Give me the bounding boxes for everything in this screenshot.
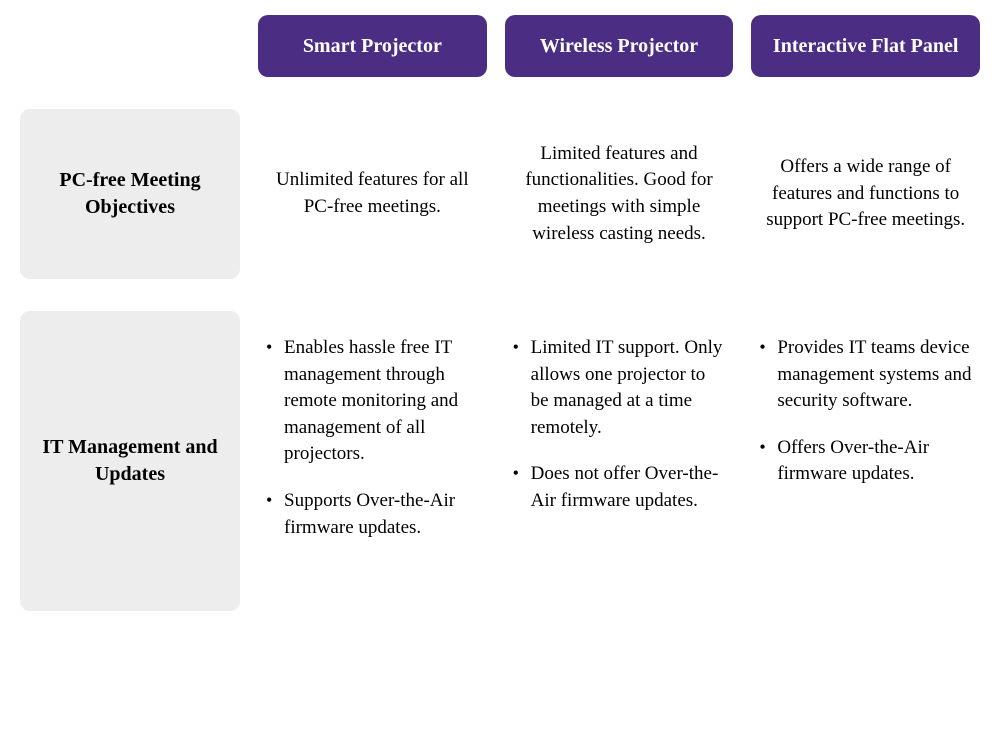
cell-r1-c3: Offers a wide range of features and func…	[751, 109, 980, 279]
list-item: Does not offer Over-the-Air firmware upd…	[511, 461, 728, 514]
row-header-pc-free: PC-free Meeting Objectives	[20, 109, 240, 279]
cell-r1-c2: Limited features and functionalities. Go…	[505, 109, 734, 279]
list-item: Enables hassle free IT management throug…	[264, 335, 481, 468]
col-header-interactive-flat-panel: Interactive Flat Panel	[751, 15, 980, 77]
cell-r2-c3: Provides IT teams device management syst…	[751, 311, 980, 611]
cell-r2-c2-list: Limited IT support. Only allows one proj…	[511, 335, 728, 515]
cell-r1-c1: Unlimited features for all PC-free meeti…	[258, 109, 487, 279]
cell-r2-c1: Enables hassle free IT management throug…	[258, 311, 487, 611]
list-item: Provides IT teams device management syst…	[757, 335, 974, 415]
col-header-wireless-projector: Wireless Projector	[505, 15, 734, 77]
corner-cell	[20, 15, 240, 77]
col-header-smart-projector: Smart Projector	[258, 15, 487, 77]
cell-r2-c2: Limited IT support. Only allows one proj…	[505, 311, 734, 611]
list-item: Offers Over-the-Air firmware updates.	[757, 435, 974, 488]
row-header-it-management: IT Management and Updates	[20, 311, 240, 611]
comparison-table: Smart Projector Wireless Projector Inter…	[20, 15, 980, 611]
cell-r2-c1-list: Enables hassle free IT management throug…	[264, 335, 481, 541]
list-item: Limited IT support. Only allows one proj…	[511, 335, 728, 441]
cell-r2-c3-list: Provides IT teams device management syst…	[757, 335, 974, 488]
list-item: Supports Over-the-Air firmware updates.	[264, 488, 481, 541]
